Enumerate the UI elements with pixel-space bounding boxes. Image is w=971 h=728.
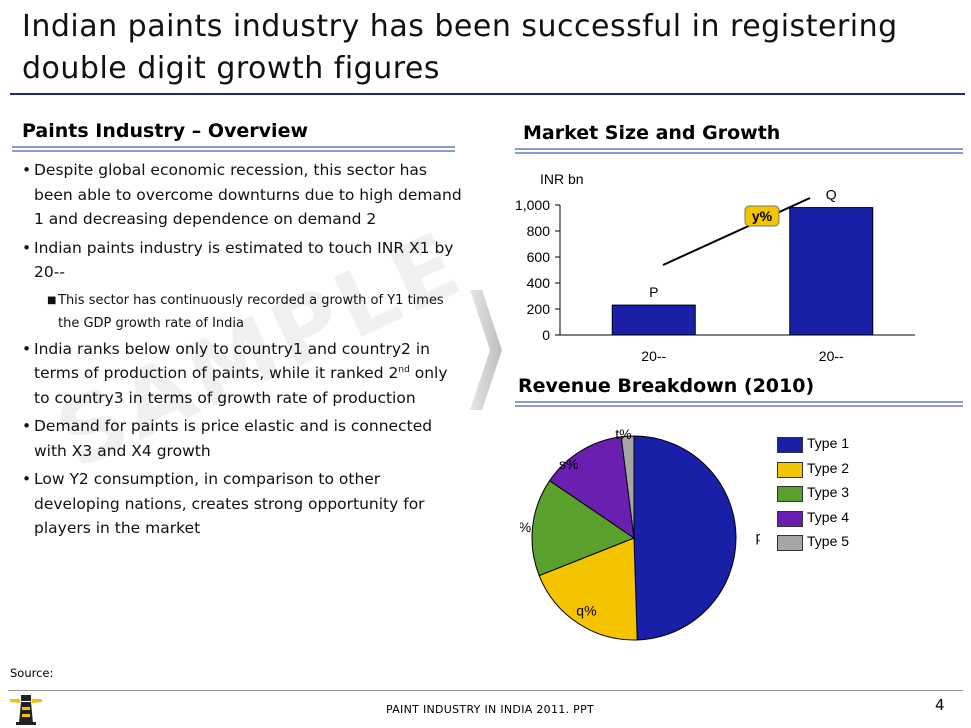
legend-label: Type 5: [807, 533, 850, 549]
page-number: 4: [935, 696, 945, 714]
sub-bullet-1: ■ This sector has continuously recorded a…: [47, 292, 444, 331]
legend-label: Type 4: [807, 508, 850, 525]
bullet-4-text: Demand for paints is price elastic and i…: [34, 417, 433, 460]
y-tick-label: 0: [542, 327, 550, 343]
pie-slice-type-4: [548, 436, 635, 540]
y-tick-label: 400: [527, 275, 551, 291]
y-tick-label: 1,000: [515, 197, 550, 213]
legend-swatch: [777, 510, 803, 527]
bullet-4: • Demand for paints is price elastic and …: [22, 417, 433, 460]
footer-rule: [8, 690, 963, 691]
market-heading: Market Size and Growth: [523, 122, 781, 144]
bar-2: [789, 207, 874, 336]
pie-slice-label: t%: [615, 426, 631, 442]
growth-trend-line: [662, 197, 811, 266]
bullet-5-text: Low Y2 consumption, in comparison to oth…: [34, 470, 425, 537]
legend-swatch: [777, 535, 803, 551]
market-heading-rule-1: [515, 148, 963, 150]
y-tick-label: 800: [527, 223, 551, 239]
pie-slice-type-3: [531, 479, 636, 577]
bullet-3-text-b: only to country3 in terms of growth rate…: [34, 364, 448, 407]
bullet-1-text: Despite global economic recession, this …: [34, 161, 462, 228]
y-unit-label: INR bn: [540, 171, 584, 187]
bullet-5: • Low Y2 consumption, in comparison to ot…: [22, 470, 425, 537]
legend-label: Type 3: [807, 484, 850, 500]
lighthouse-logo-icon: [10, 695, 42, 725]
x-tick-label: 20--: [819, 348, 844, 364]
pie-slice-type-1: [633, 435, 737, 641]
bar-data-label: Q: [826, 187, 837, 203]
slide-title: Indian paints industry has been successf…: [22, 9, 898, 86]
y-tick-label: 600: [527, 249, 551, 265]
market-heading-rule-2: [515, 152, 963, 154]
overview-heading-rule-2: [12, 150, 455, 152]
footer-text: PAINT INDUSTRY IN INDIA 2011. PPT: [386, 703, 595, 716]
title-rule: [10, 93, 965, 95]
overview-bullets: • Despite global economic recession, this…: [22, 158, 462, 545]
revenue-heading: Revenue Breakdown (2010): [518, 375, 815, 397]
growth-badge: [744, 205, 780, 227]
revenue-pie-chart: p% q% r% s% t%: [520, 426, 760, 641]
market-bar-chart: INR bn 0 200 400 600 800 1,000 P Q 20-- 20-- y%: [515, 171, 915, 364]
growth-badge-label: y%: [752, 208, 773, 224]
sub-bullet-1-text: This sector has continuously recorded a …: [58, 292, 444, 331]
x-tick-label: 20--: [641, 348, 666, 364]
pie-slice-label: p%: [756, 529, 760, 545]
overview-heading-rule-1: [12, 146, 455, 148]
pie-slice-label: r%: [520, 519, 531, 535]
bar-1: [611, 304, 696, 336]
legend-swatch: [777, 437, 803, 453]
revenue-heading-rule-1: [515, 401, 963, 403]
bullet-3: • India ranks below only to country1 and …: [22, 339, 448, 407]
legend-swatch: [777, 461, 803, 478]
legend-label: Type 2: [807, 459, 850, 476]
chevron-right-icon: [470, 290, 502, 410]
y-tick-label: 200: [527, 301, 551, 317]
revenue-heading-rule-2: [515, 405, 963, 407]
bullet-1: • Despite global economic recession, this…: [22, 161, 462, 228]
bullet-3-sup: nd: [398, 364, 410, 375]
pie-slice-type-2: [538, 537, 638, 641]
legend-label: Type 1: [807, 435, 850, 451]
source-label: Source:: [10, 666, 54, 680]
pie-slice-label: s%: [559, 456, 578, 472]
bullet-3-text-a: India ranks below only to country1 and c…: [34, 339, 430, 383]
pie-slice-label: q%: [576, 602, 596, 618]
bullet-2-text: Indian paints industry is estimated to t…: [34, 238, 454, 282]
bullet-2: • Indian paints industry is estimated to …: [22, 238, 454, 282]
bar-data-label: P: [649, 284, 658, 300]
overview-heading: Paints Industry – Overview: [22, 120, 309, 142]
pie-slice-type-5: [620, 435, 635, 539]
legend-swatch: [777, 486, 803, 502]
